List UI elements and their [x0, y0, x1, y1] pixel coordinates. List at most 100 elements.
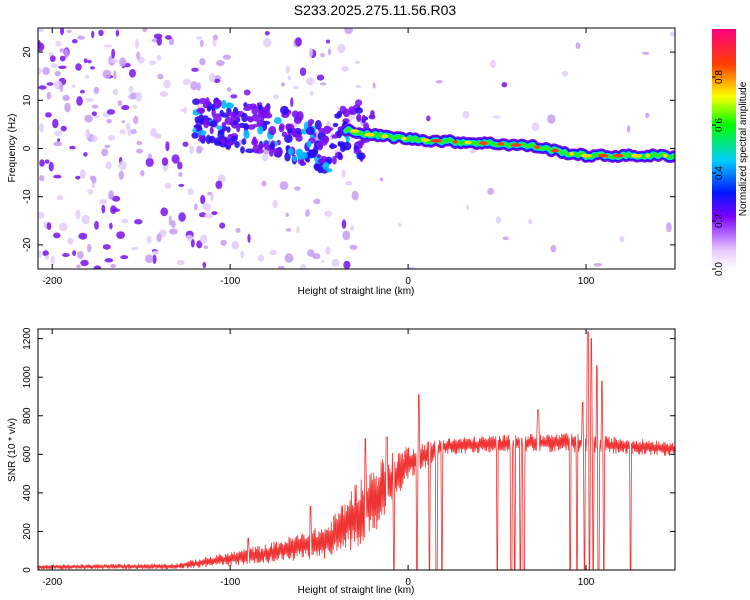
noise-blob — [320, 53, 325, 58]
noise-blob — [53, 174, 62, 179]
ridge-blob — [243, 106, 252, 112]
ridge-blob — [260, 114, 265, 123]
noise-blob — [44, 159, 50, 164]
x-tick-label: 0 — [405, 276, 411, 287]
noise-blob — [306, 77, 315, 86]
noise-blob — [111, 48, 115, 59]
noise-blob — [247, 233, 251, 243]
noise-blob — [212, 34, 219, 41]
noise-blob — [80, 259, 89, 267]
noise-blob — [127, 127, 131, 137]
noise-blob — [105, 161, 112, 170]
noise-blob — [146, 235, 152, 244]
noise-blob — [60, 125, 67, 132]
noise-blob — [131, 105, 137, 109]
ridge-blob — [246, 124, 256, 130]
noise-blob — [196, 240, 203, 249]
noise-blob — [46, 91, 51, 100]
snr-y-ticks: 0 200 400 600 800 1000 1200 — [22, 327, 675, 573]
noise-blob — [294, 186, 301, 191]
noise-blob — [213, 78, 221, 83]
noise-blob — [327, 48, 332, 56]
x-tick-label: -100 — [220, 276, 240, 287]
ridge-blob — [354, 107, 363, 114]
noise-blob — [203, 245, 208, 250]
noise-blob — [277, 265, 285, 269]
ridge-blob — [300, 161, 307, 166]
noise-blob — [156, 36, 162, 46]
snr-y-axis-label: SNR (10 * v/v) — [7, 418, 18, 482]
noise-blob — [349, 244, 358, 250]
ridge-blob — [203, 118, 210, 129]
ridge-blob — [243, 123, 250, 130]
ridge-blob — [251, 138, 259, 146]
noise-blob — [94, 220, 99, 230]
noise-blob — [261, 180, 267, 187]
noise-blob — [136, 140, 143, 146]
ridge-hotspot — [364, 132, 375, 137]
ridge-blob — [241, 138, 247, 146]
noise-blob — [75, 63, 82, 71]
noise-blob — [84, 114, 93, 123]
ridge-blob — [305, 157, 310, 163]
ridge-blob — [245, 148, 255, 154]
noise-blob — [53, 232, 61, 239]
noise-blob — [85, 128, 91, 139]
noise-blob — [76, 96, 83, 106]
noise-blob — [83, 58, 88, 64]
noise-blob — [350, 225, 355, 231]
noise-blob — [78, 232, 88, 240]
ridge-hotspot — [401, 136, 407, 141]
noise-blob — [295, 37, 302, 47]
ridge-blob — [209, 126, 214, 135]
ridge-blob — [257, 143, 265, 148]
noise-blob — [38, 42, 45, 52]
noise-blob — [59, 48, 65, 53]
noise-blob — [153, 133, 162, 140]
noise-blob — [341, 219, 347, 229]
ridge-blob — [299, 151, 308, 159]
noise-blob — [230, 94, 238, 99]
noise-blob — [93, 86, 100, 94]
ridge-blob — [291, 127, 297, 138]
ridge-blob — [192, 98, 201, 105]
noise-blob — [645, 112, 650, 119]
colorbar-tick-label: 0.0 — [714, 262, 725, 276]
noise-blob — [342, 230, 351, 241]
noise-blob — [48, 161, 54, 172]
noise-blob — [299, 67, 307, 76]
y-tick-label: 1000 — [22, 366, 33, 389]
noise-blob — [104, 144, 111, 149]
noise-blob — [326, 39, 330, 44]
ridge-blob — [209, 120, 218, 128]
noise-blob — [354, 60, 361, 64]
noise-blob — [81, 214, 90, 225]
ridge-hotspot — [631, 153, 643, 158]
snr-x-ticks: -200 -100 0 100 — [42, 329, 595, 588]
ridge-blob — [194, 116, 202, 124]
noise-blob — [324, 210, 332, 217]
ridge-blob — [317, 165, 323, 174]
noise-blob — [50, 255, 55, 265]
noise-blob — [319, 82, 327, 86]
ridge-blob — [257, 104, 263, 110]
noise-blob — [77, 35, 85, 40]
noise-blob — [99, 199, 108, 205]
noise-blob — [372, 82, 376, 89]
noise-blob — [93, 265, 102, 269]
noise-blob — [287, 75, 292, 81]
noise-blob — [331, 258, 340, 267]
noise-blob — [152, 254, 157, 264]
noise-blob — [91, 104, 99, 109]
noise-blob — [156, 54, 162, 61]
ridge-blob — [356, 152, 366, 160]
noise-blob — [83, 152, 88, 157]
noise-blob — [199, 39, 204, 48]
ridge-blob — [269, 148, 274, 157]
noise-blob — [325, 246, 331, 255]
ridge-blob — [323, 125, 332, 135]
ridge-blob — [243, 129, 250, 139]
noise-blob — [58, 65, 67, 70]
noise-blob — [345, 180, 353, 186]
spectrogram-y-axis-label: Frequency (Hz) — [7, 114, 18, 183]
